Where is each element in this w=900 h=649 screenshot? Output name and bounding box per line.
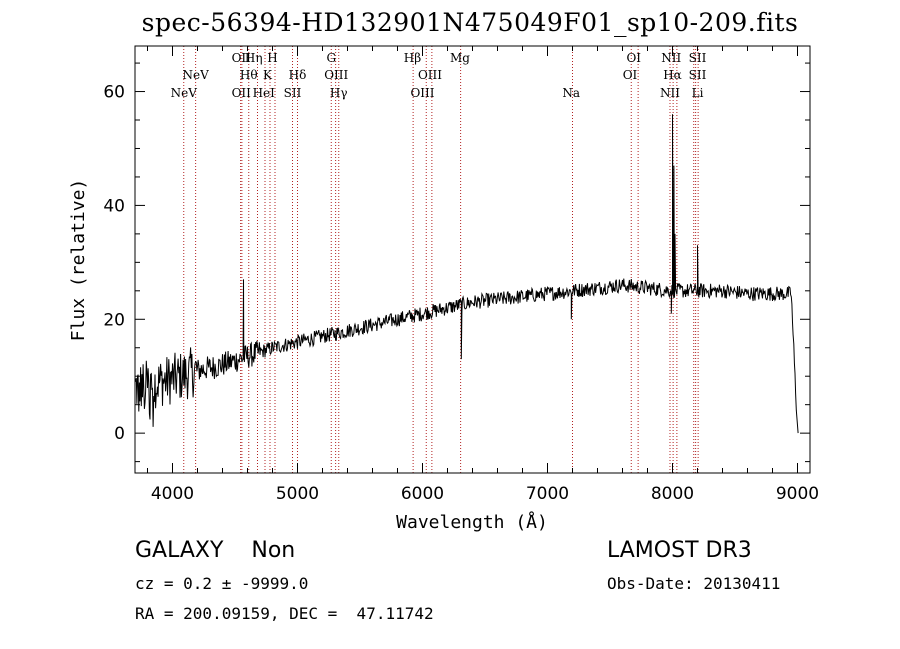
line-marker-group bbox=[183, 46, 699, 473]
y-tick-label: 60 bbox=[103, 83, 125, 103]
line-id-label: Hγ bbox=[330, 86, 348, 100]
line-id-label: G bbox=[326, 51, 336, 65]
line-id-label: SII bbox=[284, 86, 302, 100]
line-id-label: Na bbox=[562, 86, 580, 100]
line-id-label: OII bbox=[232, 86, 252, 100]
line-id-label: OIII bbox=[418, 68, 442, 82]
coordinates: RA = 200.09159, DEC = 47.11742 bbox=[135, 604, 434, 623]
spectrum-line bbox=[134, 114, 799, 434]
line-id-label: OII bbox=[232, 51, 252, 65]
y-tick-label: 0 bbox=[114, 424, 125, 444]
x-tick-label: 8000 bbox=[651, 484, 694, 504]
line-id-label: NeV bbox=[171, 86, 198, 100]
y-tick-label: 20 bbox=[103, 310, 125, 330]
chart-title: spec-56394-HD132901N475049F01_sp10-209.f… bbox=[141, 8, 799, 37]
line-id-label: Hβ bbox=[404, 51, 421, 65]
line-id-label: OIII bbox=[410, 86, 434, 100]
x-tick-label: 7000 bbox=[526, 484, 569, 504]
line-id-label: SII bbox=[689, 68, 707, 82]
object-class: GALAXY Non bbox=[135, 538, 296, 563]
line-id-label: Hθ bbox=[240, 68, 258, 82]
observation-date: Obs-Date: 20130411 bbox=[607, 574, 781, 593]
line-id-label: OI bbox=[623, 68, 638, 82]
line-id-label: Hη bbox=[245, 51, 263, 65]
survey-name: LAMOST DR3 bbox=[607, 538, 752, 563]
line-id-label: OI bbox=[626, 51, 641, 65]
line-id-label: NeV bbox=[182, 68, 209, 82]
line-id-label: K bbox=[263, 68, 273, 82]
line-id-label: NII bbox=[661, 51, 681, 65]
line-id-label: Li bbox=[692, 86, 704, 100]
line-id-label: SII bbox=[689, 51, 707, 65]
x-axis-label: Wavelength (Å) bbox=[396, 511, 548, 533]
x-tick-label: 5000 bbox=[276, 484, 319, 504]
line-id-label: Mg bbox=[450, 51, 470, 65]
tick-labels: 4000 5000 6000 7000 8000 9000 0 20 40 60 bbox=[103, 83, 819, 504]
line-id-label: Hα bbox=[663, 68, 682, 82]
plot-frame bbox=[134, 45, 811, 474]
x-tick-label: 4000 bbox=[151, 484, 194, 504]
line-id-label: NII bbox=[660, 86, 680, 100]
line-id-label: Hδ bbox=[289, 68, 307, 82]
y-axis-label: Flux (relative) bbox=[68, 179, 89, 342]
x-tick-label: 6000 bbox=[401, 484, 444, 504]
x-tick-label: 9000 bbox=[776, 484, 819, 504]
axis-ticks bbox=[135, 46, 810, 473]
line-id-label: OIII bbox=[324, 68, 348, 82]
line-id-label: H bbox=[267, 51, 277, 65]
redshift-value: cz = 0.2 ± -9999.0 bbox=[135, 574, 309, 593]
y-tick-label: 40 bbox=[103, 196, 125, 216]
line-id-label: HeI bbox=[253, 86, 276, 100]
